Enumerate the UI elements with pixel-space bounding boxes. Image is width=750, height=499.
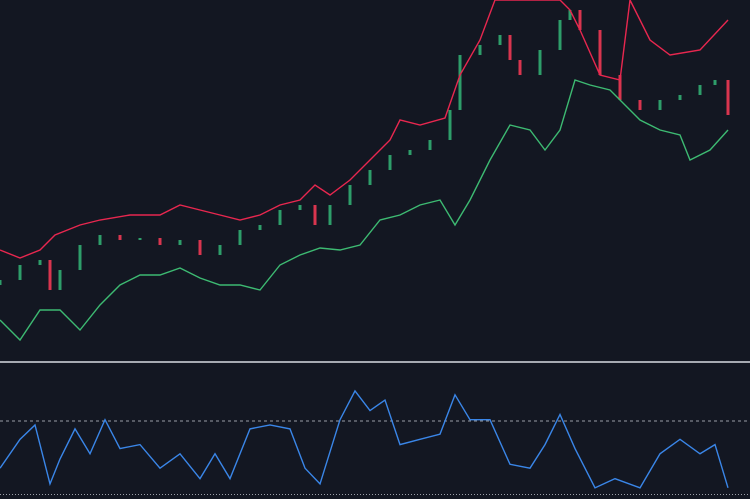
candle [638,100,642,110]
candle [658,100,662,110]
candle [428,140,432,150]
candle [448,110,452,140]
candle [618,75,622,100]
candle [78,245,82,270]
candle [348,185,352,205]
candle [238,230,242,245]
candle [278,210,282,225]
candle [98,235,102,245]
candle [538,50,542,75]
candle [328,205,332,225]
candle [678,95,682,100]
candle [558,20,562,50]
candle [158,238,162,245]
candle [388,155,392,170]
candle [18,265,22,280]
candle [0,280,2,285]
candle [38,260,42,265]
candle [578,10,582,30]
candle [698,85,702,95]
candle [478,45,482,55]
candle [518,60,522,75]
candle [368,170,372,185]
band-line [0,79,729,342]
candle [138,238,142,240]
candle [568,10,572,20]
candle [118,235,122,240]
oscillator-line [0,389,729,489]
candle [713,80,717,85]
candle [508,35,512,60]
candle [218,245,222,255]
candle [498,35,502,45]
band-line [0,0,729,259]
candle [298,205,302,210]
candle [178,240,182,245]
candle [408,150,412,155]
candle [313,205,317,225]
candle [198,240,202,255]
candle [258,225,262,230]
candle [598,30,602,75]
candle [48,260,52,290]
candle [726,80,730,115]
candle [458,55,462,110]
candle [58,270,62,290]
